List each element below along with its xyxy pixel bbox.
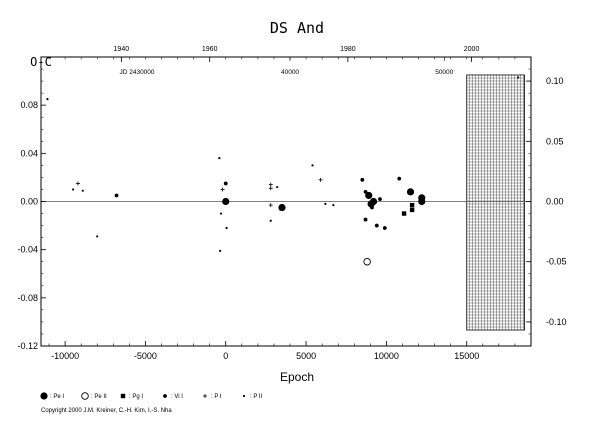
data-point-dot (219, 249, 222, 252)
legend-label: : P I (211, 394, 222, 400)
top-year-label: 1940 (114, 46, 130, 53)
legend-label: : Pe II (91, 394, 107, 400)
data-point-plus (268, 203, 273, 208)
x-tick-label: 0 (223, 351, 228, 361)
data-point-filled-circle-large (418, 197, 426, 206)
y-tick-label-left: 0.04 (20, 148, 38, 158)
x-axis-label: Epoch (280, 370, 314, 384)
x-tick-label: 10000 (374, 351, 399, 361)
data-point-filled-square (409, 207, 415, 213)
data-point-filled-square (409, 202, 415, 208)
data-point-dot (311, 164, 314, 167)
data-point-dot (324, 202, 327, 206)
jd-label: JD 2430000 (119, 69, 154, 76)
data-point-filled-circle-large (367, 200, 375, 208)
top-year-label: 2000 (464, 46, 480, 53)
legend-item: : Pe I (40, 392, 64, 400)
legend-marker-filled-circle-large (40, 392, 48, 400)
y-tick-label-left: 0.00 (20, 197, 38, 207)
legend-item: : Pe II (81, 392, 107, 400)
legend-label: : Pe I (50, 394, 64, 400)
x-tick-label: -5000 (134, 351, 157, 361)
data-point-dot (225, 226, 228, 230)
data-point-plus (318, 177, 323, 182)
data-point-dot (269, 219, 272, 222)
data-point-plus (268, 186, 273, 191)
y-tick-label-right: -0.05 (546, 257, 567, 267)
data-point-filled-circle-small (378, 197, 382, 201)
data-point-dot (96, 235, 99, 238)
future-region-box (466, 74, 525, 331)
data-point-dot (72, 188, 75, 191)
legend-marker-dot (242, 394, 246, 398)
y-tick-label-left: -0.04 (17, 245, 38, 255)
x-tick-label: -10000 (51, 351, 79, 361)
top-jd-label: 50000 (435, 69, 453, 76)
legend-marker-plus (203, 394, 207, 398)
data-point-filled-circle-large (406, 188, 415, 196)
legend-label: : P II (250, 394, 263, 400)
legend-item: : Vi I (163, 394, 183, 400)
legend-item: : P I (203, 394, 222, 400)
data-point-plus (220, 187, 225, 192)
y-tick-label-right: 0.10 (546, 76, 564, 86)
data-point-filled-circle-small (363, 189, 368, 194)
chart-title: DS And (270, 19, 324, 37)
data-point-dot (219, 212, 223, 215)
data-point-filled-circle-small (363, 217, 368, 222)
y-tick-label-left: -0.08 (17, 293, 38, 303)
data-point-filled-circle-large (365, 191, 373, 200)
legend-marker-open-circle (81, 392, 89, 400)
data-point-filled-square (401, 211, 407, 216)
top-jd-label: 40000 (281, 69, 299, 76)
data-point-filled-circle-small (360, 177, 365, 182)
future-region (466, 74, 525, 331)
data-point-dot (46, 98, 49, 101)
data-point-filled-circle-large (222, 197, 230, 206)
data-point-dot (332, 204, 335, 207)
legend-marker-filled-square (120, 393, 126, 399)
data-point-filled-circle-small (374, 223, 379, 228)
top-year-label: 1980 (340, 46, 356, 53)
legend-item: : Pg I (120, 393, 143, 400)
data-point-plus (268, 182, 273, 187)
top-year-label: 1960 (202, 46, 218, 53)
data-point-dot (517, 76, 520, 79)
legend-item: : P II (242, 394, 263, 400)
copyright-text: Copyright 2000 J.M. Kreiner, C.-H. Kim, … (41, 408, 172, 414)
data-point-open-circle (363, 257, 371, 266)
data-point-filled-circle-small (114, 193, 119, 198)
y-tick-label-right: -0.10 (546, 317, 567, 327)
x-tick-label: 5000 (296, 351, 316, 361)
data-point-filled-circle-large (278, 203, 286, 212)
legend-label: : Vi I (171, 394, 183, 400)
data-point-filled-circle-small (382, 226, 387, 230)
legend: : Pe I : Pe II : Pg I : Vi I : P I : P II (40, 392, 263, 400)
data-point-filled-circle-small (223, 181, 228, 186)
data-point-dot (218, 157, 221, 160)
legend-label: : Pg I (129, 394, 143, 400)
data-point-filled-circle-small (370, 205, 374, 210)
y-tick-label-right: 0.00 (546, 197, 564, 207)
y-tick-label-left: -0.12 (17, 341, 38, 351)
data-point-filled-circle-small (397, 176, 402, 181)
data-point-dot (276, 185, 279, 189)
data-point-plus (75, 181, 80, 186)
y-tick-label-left: 0.08 (20, 100, 38, 110)
plot-area: -10000 -5000 0 5000 10000 15000 -0.12 -0.08 -0.0… (17, 46, 566, 361)
x-tick-label: 15000 (454, 351, 479, 361)
data-point-dot (81, 189, 84, 192)
y-tick-label-right: 0.05 (546, 136, 564, 146)
legend-marker-filled-circle-small (163, 394, 167, 398)
